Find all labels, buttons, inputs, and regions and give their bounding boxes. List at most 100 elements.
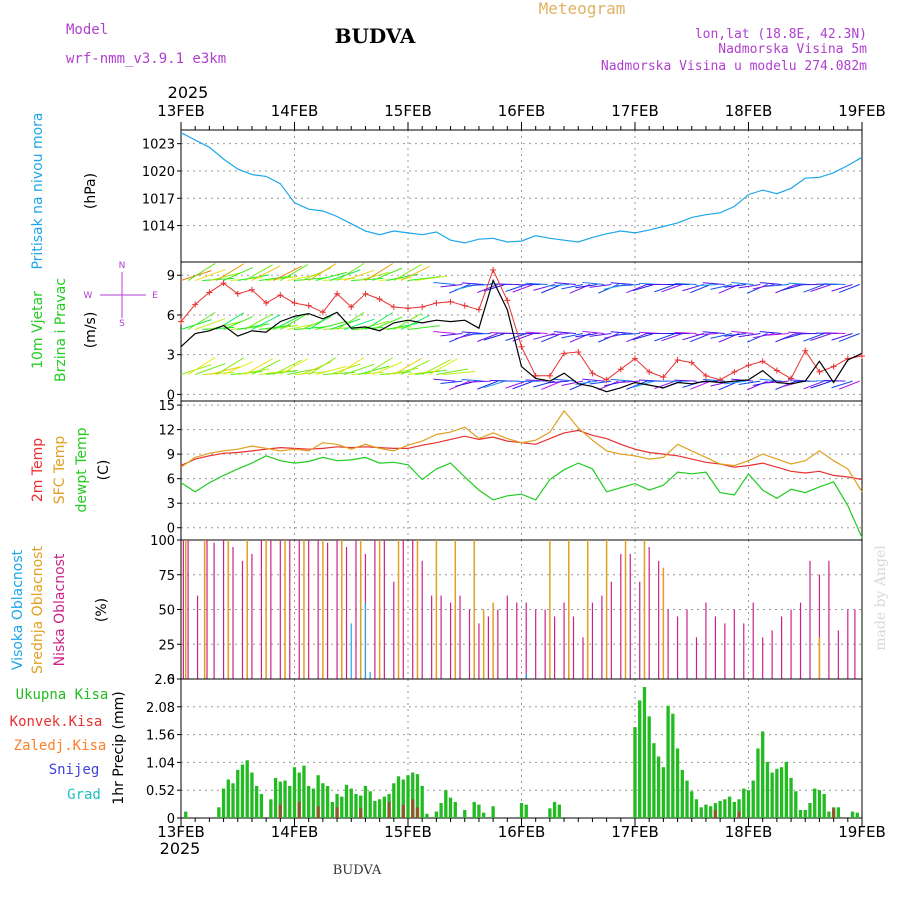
precip-bar-ukupna: [420, 785, 424, 818]
wind-barb: [209, 272, 241, 282]
wind-gust-marker: [206, 289, 213, 296]
precip-bar-ukupna: [344, 784, 349, 818]
wind-barb: [251, 314, 281, 330]
wind-barb: [674, 379, 697, 382]
station-elevation: Nadmorska Visina 5m: [718, 42, 867, 57]
wind-barb: [766, 284, 789, 287]
wind-barb: [541, 284, 562, 294]
precip-bar-ukupna: [292, 767, 297, 818]
wind-barb: [561, 284, 584, 290]
precip-bar-ukupna: [382, 796, 387, 818]
wind-barb: [436, 368, 468, 376]
temp-ytick-label: 6: [167, 473, 175, 488]
temp-sfc-title: SFC Temp: [52, 436, 68, 505]
wind-gust-marker: [830, 363, 837, 370]
precip-bar-ukupna: [368, 791, 372, 818]
wind-barb: [461, 379, 484, 382]
precip-bar-konvek: [737, 811, 741, 818]
compass-n: N: [119, 261, 126, 271]
wind-barb: [468, 380, 491, 383]
credit: made by Angel: [873, 545, 889, 651]
wind-barb: [372, 267, 403, 281]
precip-bar-ukupna: [250, 772, 254, 818]
precip-bar-ukupna: [552, 801, 557, 818]
wind-barb: [216, 357, 245, 375]
wind-barb: [443, 370, 476, 376]
temp-ytick-label: 9: [167, 448, 175, 463]
wind-barb: [483, 380, 506, 389]
precip-bar-ukupna: [340, 796, 344, 818]
wind-barb: [512, 284, 534, 293]
wind-barb: [315, 320, 347, 330]
wind-barb: [731, 281, 754, 286]
wind-gust-marker: [348, 304, 355, 311]
wind-barb: [512, 333, 534, 342]
wind-barb: [525, 282, 548, 286]
precip-bar-ukupna: [779, 767, 784, 818]
precip-bar-ukupna: [836, 807, 841, 818]
wind-barb: [582, 378, 605, 382]
wind-speed-line: [180, 278, 863, 393]
precip-bar-ukupna: [519, 803, 524, 818]
wind-barb: [343, 363, 375, 375]
cloud-ytick-label: 75: [158, 569, 175, 584]
wind-barb: [610, 282, 633, 286]
precip-frz-title: Zaledj.Kisa: [14, 738, 107, 754]
precip-bar-ukupna: [742, 788, 746, 818]
precip-bar-ukupna: [746, 790, 751, 818]
wind-barb: [429, 358, 458, 375]
wind-gust-marker: [504, 297, 511, 304]
wind-subtitle: Brzina i Pravac: [53, 278, 69, 382]
wind-barb: [365, 357, 393, 375]
wind-barb: [386, 273, 419, 282]
wind-barb: [661, 333, 683, 342]
wind-barb: [440, 332, 463, 337]
wind-barb: [589, 380, 612, 385]
precip-bar-ukupna: [775, 768, 779, 818]
wind-barb: [617, 332, 640, 336]
precip-bar-ukupna: [798, 809, 803, 818]
wind-barb: [216, 263, 245, 281]
wind-barb: [632, 284, 655, 292]
model-elevation: Nadmorska Visina u modelu 274.082m: [601, 59, 867, 74]
wind-gust-marker: [461, 302, 468, 309]
wind-barb: [610, 331, 633, 334]
wind-gust-marker: [490, 266, 497, 273]
wind-barb: [632, 333, 655, 341]
wind-gust-marker: [390, 304, 397, 311]
wind-barb: [461, 282, 484, 286]
wind-barb: [315, 271, 347, 282]
precip-bar-konvek: [831, 808, 836, 818]
wind-barb: [393, 357, 422, 375]
wind-barb: [266, 370, 298, 376]
pressure-unit: (hPa): [83, 173, 99, 209]
wind-barb: [626, 284, 648, 294]
wind-barb: [223, 361, 254, 375]
year-bottom: 2025: [160, 839, 201, 858]
precip-total-title: Ukupna Kisa: [16, 687, 109, 703]
precip-bar-ukupna: [761, 731, 765, 818]
wind-barb: [661, 284, 683, 293]
precip-bar-ukupna: [661, 767, 666, 818]
precip-bar-ukupna: [472, 801, 476, 818]
wind-barb: [781, 333, 804, 340]
wind-unit: (m/s): [83, 312, 99, 349]
wind-barb: [358, 271, 390, 282]
precip-bar-ukupna: [316, 775, 320, 818]
wind-ytick-label: 3: [167, 349, 175, 364]
wind-barb: [803, 380, 825, 390]
precip-bar-ukupna: [236, 769, 240, 818]
wind-barb: [315, 365, 347, 376]
footer-station: BUDVA: [333, 863, 382, 878]
wind-barb: [546, 332, 569, 336]
precip-bar-ukupna: [269, 799, 273, 818]
wind-gust-marker: [263, 300, 270, 307]
temp-sfc-line: [180, 409, 863, 493]
wind-barb: [280, 313, 309, 330]
wind-barb: [272, 265, 303, 281]
wind-gust-marker: [816, 368, 823, 375]
wind-barb: [358, 320, 390, 330]
precip-ytick-label: 0.52: [146, 784, 175, 799]
precip-bar-ukupna: [439, 803, 443, 818]
